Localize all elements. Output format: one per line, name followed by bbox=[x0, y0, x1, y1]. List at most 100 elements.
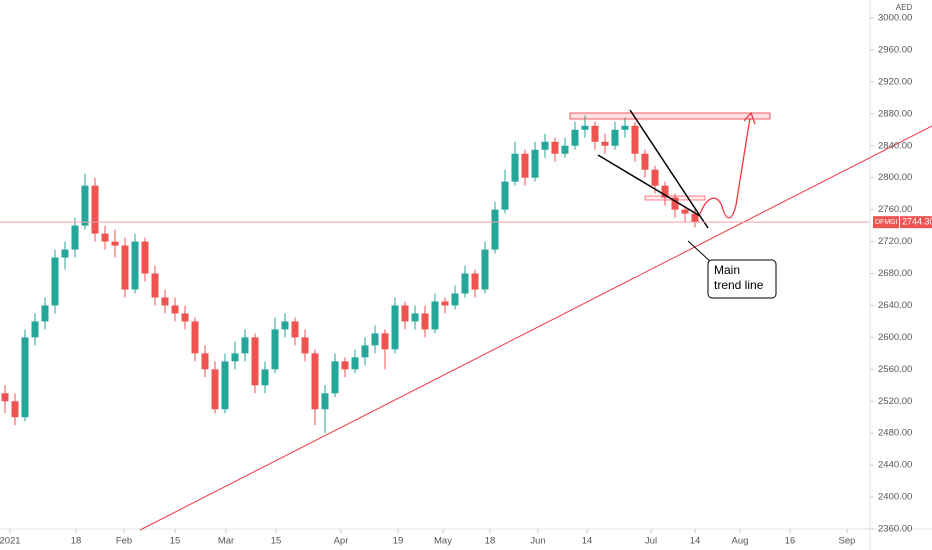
candle-body bbox=[161, 297, 169, 306]
x-tick-label: Aug bbox=[732, 536, 749, 547]
x-tick-label: Apr bbox=[334, 536, 349, 547]
candle-body bbox=[531, 149, 539, 178]
candle-body bbox=[501, 181, 509, 210]
candle-body bbox=[281, 321, 289, 330]
candle-body bbox=[651, 169, 659, 186]
y-tick-label: 2960.00 bbox=[878, 44, 912, 55]
plot bbox=[1, 115, 699, 434]
wedge-line bbox=[597, 154, 701, 217]
candle-body bbox=[171, 305, 179, 314]
candle-body bbox=[571, 129, 579, 146]
candle-body bbox=[511, 153, 519, 182]
candle-body bbox=[341, 361, 349, 370]
y-tick-label: 2440.00 bbox=[878, 460, 912, 471]
candle-body bbox=[261, 369, 269, 386]
x-tick-label: Sep bbox=[839, 536, 856, 547]
currency-label: AED bbox=[896, 3, 913, 12]
wedge-line bbox=[629, 109, 709, 229]
candle-body bbox=[111, 241, 119, 246]
x-tick-label: Mar bbox=[218, 536, 234, 547]
x-tick-label: Jul bbox=[645, 536, 657, 547]
candle-body bbox=[591, 125, 599, 142]
projection-path bbox=[699, 117, 751, 219]
candle-body bbox=[151, 273, 159, 298]
candle-body bbox=[381, 333, 389, 350]
candle-body bbox=[611, 129, 619, 146]
y-tick-label: 2560.00 bbox=[878, 364, 912, 375]
candle-body bbox=[241, 337, 249, 354]
candle-body bbox=[411, 313, 419, 322]
candle-body bbox=[581, 125, 589, 130]
x-tick-label: 14 bbox=[690, 536, 701, 547]
candle-body bbox=[561, 145, 569, 154]
candle-body bbox=[521, 153, 529, 178]
candle-body bbox=[631, 125, 639, 154]
candle-body bbox=[621, 125, 629, 130]
trend-line bbox=[139, 125, 932, 531]
x-tick-label: May bbox=[434, 536, 452, 547]
y-tick-label: 2720.00 bbox=[878, 236, 912, 247]
support-zone bbox=[644, 195, 706, 201]
candle-body bbox=[41, 305, 49, 322]
candle-body bbox=[601, 141, 609, 146]
candle-body bbox=[231, 353, 239, 362]
candle-body bbox=[81, 185, 89, 226]
candle-body bbox=[311, 353, 319, 410]
candle-body bbox=[11, 401, 19, 418]
candle-body bbox=[1, 393, 9, 402]
candle-body bbox=[321, 393, 329, 410]
candle-body bbox=[481, 249, 489, 290]
x-tick-label: 15 bbox=[271, 536, 282, 547]
y-tick-label: 2760.00 bbox=[878, 204, 912, 215]
candle-body bbox=[461, 273, 469, 294]
candle-body bbox=[331, 361, 339, 394]
candle-body bbox=[181, 313, 189, 322]
x-tick-label: 15 bbox=[170, 536, 181, 547]
candle-body bbox=[641, 153, 649, 170]
candle-body bbox=[51, 257, 59, 306]
candle-body bbox=[21, 337, 29, 418]
x-tick-label: 19 bbox=[393, 536, 404, 547]
candle-body bbox=[431, 301, 439, 330]
candle-body bbox=[101, 233, 109, 242]
y-tick-label: 2840.00 bbox=[878, 140, 912, 151]
candle-body bbox=[441, 301, 449, 306]
y-tick-label: 3000.00 bbox=[878, 13, 912, 24]
candle-body bbox=[671, 197, 679, 210]
candle-body bbox=[351, 357, 359, 370]
x-tick-label: 18 bbox=[71, 536, 82, 547]
x-tick-label: 18 bbox=[485, 536, 496, 547]
candle-body bbox=[451, 293, 459, 306]
candle-body bbox=[491, 209, 499, 250]
y-tick-label: 2480.00 bbox=[878, 428, 912, 439]
candle-body bbox=[691, 213, 699, 223]
y-tick-label: 2520.00 bbox=[878, 396, 912, 407]
candle-body bbox=[681, 209, 689, 214]
candle-body bbox=[661, 185, 669, 198]
y-tick-label: 2920.00 bbox=[878, 76, 912, 87]
y-tick-label: 2400.00 bbox=[878, 492, 912, 503]
candle-body bbox=[551, 141, 559, 154]
x-tick-label: 14 bbox=[582, 536, 593, 547]
callout-box bbox=[707, 259, 777, 299]
candle-body bbox=[91, 185, 99, 234]
candle-body bbox=[301, 337, 309, 354]
candle-body bbox=[391, 305, 399, 350]
candle-body bbox=[141, 241, 149, 274]
x-tick-label: 2021 bbox=[0, 536, 21, 547]
candle-body bbox=[421, 313, 429, 330]
y-tick-label: 2680.00 bbox=[878, 268, 912, 279]
symbol-label: DFMGI bbox=[875, 219, 898, 226]
candle-body bbox=[291, 321, 299, 338]
y-tick-label: 2600.00 bbox=[878, 332, 912, 343]
candle-body bbox=[401, 305, 409, 322]
candle-body bbox=[541, 141, 549, 150]
candle-body bbox=[371, 333, 379, 346]
candle-body bbox=[221, 361, 229, 410]
x-tick-label: Feb bbox=[116, 536, 132, 547]
callout-text: Main trend line bbox=[714, 263, 764, 292]
candle-body bbox=[211, 369, 219, 410]
candle-body bbox=[361, 345, 369, 358]
symbol-tag bbox=[873, 216, 899, 229]
